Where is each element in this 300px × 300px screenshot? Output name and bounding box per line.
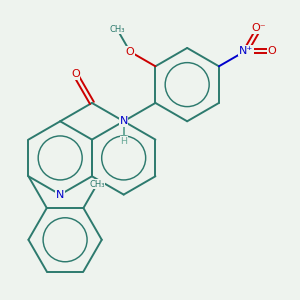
Text: H: H xyxy=(120,137,127,146)
Text: O: O xyxy=(71,69,80,80)
Text: N⁺: N⁺ xyxy=(239,46,253,56)
Text: O⁻: O⁻ xyxy=(251,23,266,34)
Text: N: N xyxy=(56,190,64,200)
Text: O: O xyxy=(267,46,276,56)
Text: CH₃: CH₃ xyxy=(110,25,125,34)
Text: O: O xyxy=(126,46,134,57)
Text: N: N xyxy=(119,116,128,126)
Text: CH₃: CH₃ xyxy=(89,180,105,189)
